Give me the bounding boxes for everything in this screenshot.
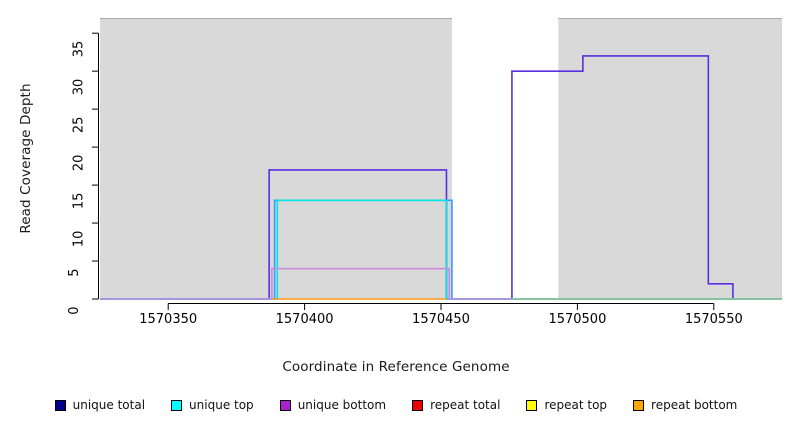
legend-swatch-icon	[279, 399, 291, 411]
legend: unique total unique top unique bottom repea…	[0, 398, 792, 412]
legend-item: unique top	[171, 398, 254, 412]
y-tick-label: 0	[67, 306, 83, 315]
legend-swatch-icon	[633, 399, 645, 411]
y-tick-label: 25	[71, 116, 87, 134]
legend-item: repeat total	[412, 398, 500, 412]
legend-swatch-icon	[54, 399, 66, 411]
legend-label: unique bottom	[297, 398, 387, 412]
x-tick-label: 1570500	[548, 312, 607, 327]
legend-swatch-icon	[526, 399, 538, 411]
series-line-unique-bottom	[100, 267, 782, 300]
legend-swatch-icon	[412, 399, 424, 411]
legend-label: unique total	[72, 398, 146, 412]
series-line-unique-total	[100, 55, 782, 300]
x-tick-label: 1570450	[412, 312, 470, 327]
legend-label: repeat bottom	[651, 398, 738, 412]
y-tick-label: 35	[71, 40, 87, 58]
legend-label: repeat total	[430, 398, 501, 412]
legend-item: unique bottom	[279, 398, 387, 412]
y-tick-label: 20	[71, 154, 87, 172]
y-axis-title: Read Coverage Depth	[18, 83, 34, 234]
y-tick-label: 30	[71, 78, 87, 96]
legend-label: unique top	[189, 398, 254, 412]
y-tick-label: 5	[67, 268, 83, 277]
x-tick-label: 1570550	[684, 312, 743, 327]
gray-band-right	[558, 18, 782, 299]
y-tick-label: 15	[71, 192, 87, 210]
x-axis-title: Coordinate in Reference Genome	[282, 359, 510, 375]
legend-item: repeat bottom	[633, 398, 737, 412]
legend-item: repeat top	[526, 398, 607, 412]
x-tick-label: 1570350	[139, 312, 198, 327]
x-tick-label: 1570400	[275, 312, 334, 327]
legend-label: repeat top	[544, 398, 608, 412]
legend-item: unique total	[54, 398, 146, 412]
gray-band-left	[100, 18, 452, 299]
legend-swatch-icon	[171, 399, 183, 411]
y-tick-label: 10	[71, 230, 87, 248]
